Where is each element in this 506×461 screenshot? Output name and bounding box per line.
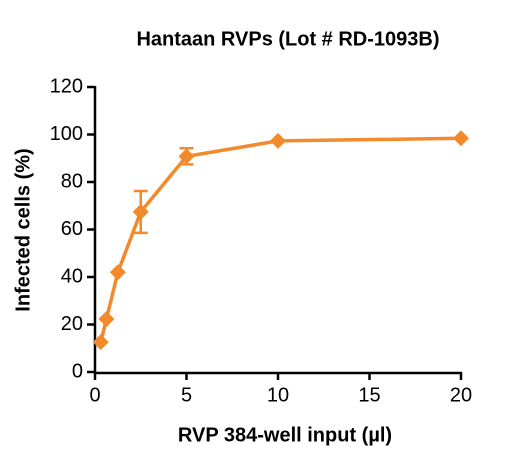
data-point [178,148,195,165]
x-tick-label: 0 [89,384,100,406]
y-tick-label: 120 [50,75,83,97]
data-point [92,334,109,351]
x-axis-label: RVP 384-well input (µl) [178,424,392,446]
chart-title: Hantaan RVPs (Lot # RD-1093B) [136,28,439,50]
x-tick-label: 5 [181,384,192,406]
y-tick-label: 0 [72,360,83,382]
data-point [132,203,149,220]
data-point [453,130,469,147]
x-tick-label: 15 [358,384,380,406]
y-tick-label: 60 [61,218,83,240]
data-point [270,132,286,149]
y-tick-label: 100 [50,123,83,145]
y-tick-label: 40 [61,265,83,287]
y-axis-label: Infected cells (%) [12,148,34,311]
data-point [109,264,126,281]
x-tick-label: 10 [267,384,289,406]
y-tick-label: 20 [61,313,83,335]
x-tick-label: 20 [450,384,472,406]
series-line [99,136,462,343]
y-tick-label: 80 [61,170,83,192]
data-point [98,311,115,328]
